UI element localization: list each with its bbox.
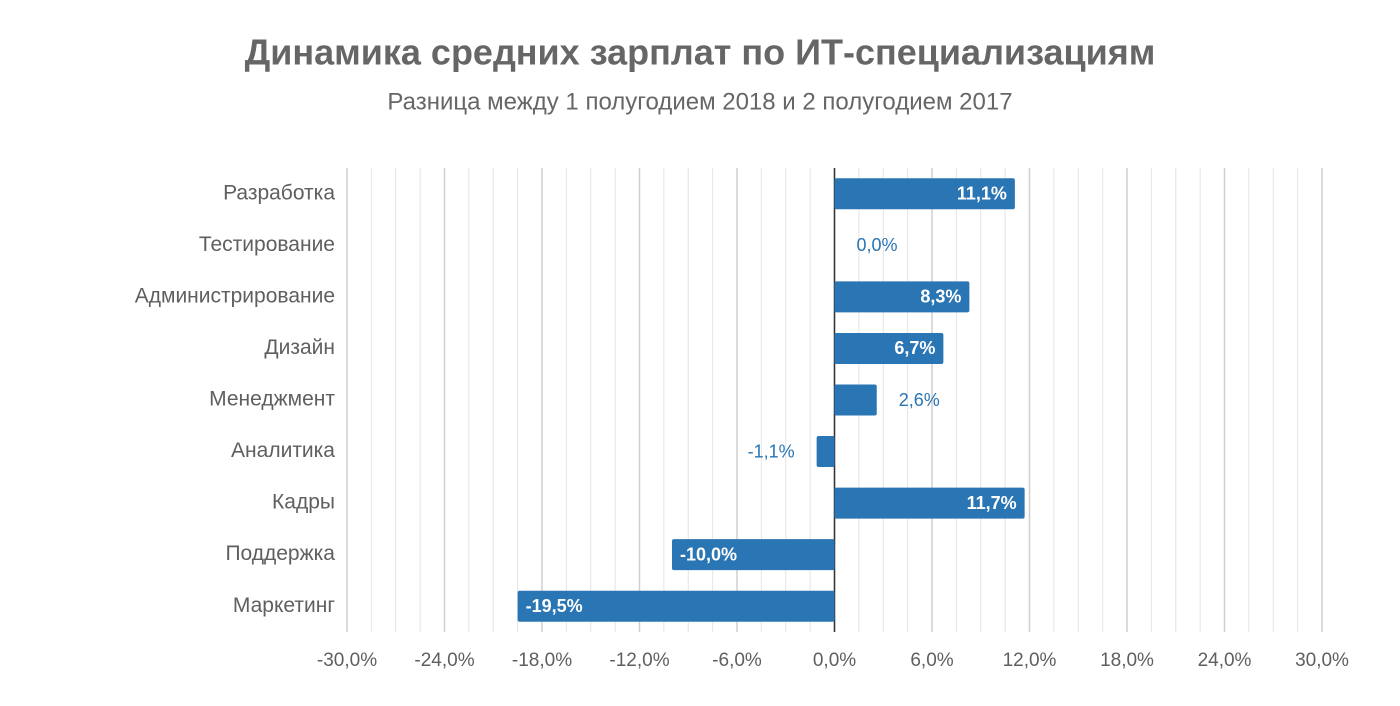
value-label: -19,5% (526, 596, 583, 616)
bar (834, 384, 877, 416)
bar (834, 487, 1025, 519)
y-tick-label: Кадры (272, 491, 335, 514)
y-tick-label: Маркетинг (233, 594, 335, 617)
y-tick-label: Аналитика (231, 439, 335, 462)
x-tick-label: -18,0% (512, 650, 572, 671)
x-tick-label: 30,0% (1295, 650, 1349, 671)
bar (834, 281, 970, 313)
x-tick-label: 0,0% (813, 650, 856, 671)
bar (834, 332, 944, 364)
x-tick-label: -6,0% (712, 650, 762, 671)
y-tick-label: Поддержка (225, 542, 335, 565)
value-label: 11,1% (957, 184, 1007, 204)
chart-subtitle: Разница между 1 полугодием 2018 и 2 полу… (387, 88, 1012, 115)
chart-title: Динамика средних зарплат по ИТ-специализ… (245, 32, 1156, 73)
x-tick-label: 6,0% (910, 650, 953, 671)
value-label: 8,3% (920, 287, 961, 307)
bar (834, 178, 1015, 210)
value-label: 2,6% (899, 390, 940, 410)
x-tick-label: -12,0% (609, 650, 669, 671)
value-label: -1,1% (748, 441, 795, 461)
x-tick-label: 18,0% (1100, 650, 1154, 671)
x-tick-label: -24,0% (414, 650, 474, 671)
value-label: -10,0% (680, 544, 737, 564)
value-label: 0,0% (857, 235, 898, 255)
y-tick-label: Администрирование (135, 284, 335, 307)
y-tick-label: Разработка (223, 181, 335, 204)
bar (672, 539, 835, 571)
bar (517, 590, 835, 622)
x-tick-label: 12,0% (1003, 650, 1057, 671)
x-tick-label: -30,0% (317, 650, 377, 671)
y-tick-label: Тестирование (199, 233, 335, 256)
value-label: 6,7% (894, 338, 935, 358)
bar (816, 436, 835, 468)
y-tick-label: Дизайн (264, 336, 335, 359)
x-tick-label: 24,0% (1198, 650, 1252, 671)
value-label: 11,7% (967, 493, 1017, 513)
y-tick-label: Менеджмент (209, 388, 335, 411)
